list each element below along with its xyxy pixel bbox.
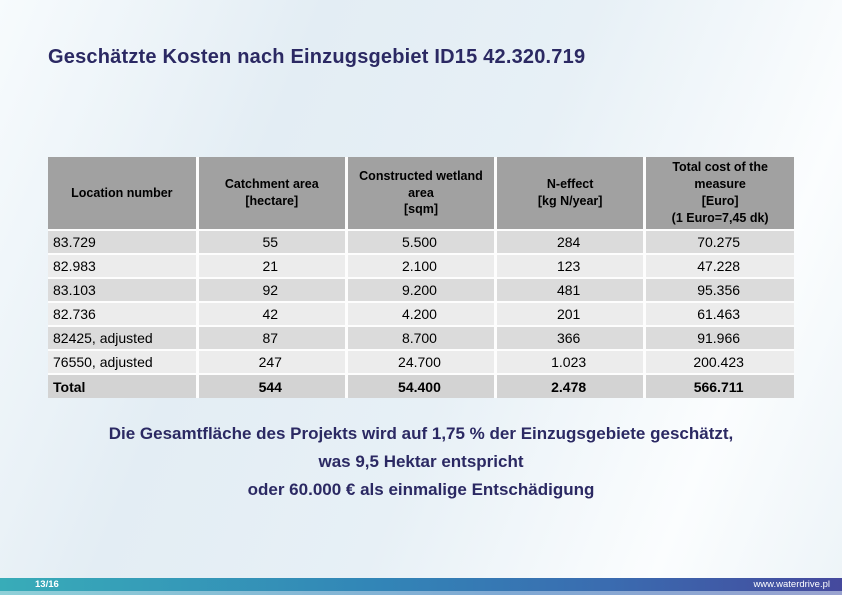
table-cell: 481	[495, 278, 647, 303]
table-cell: 54.400	[346, 374, 498, 398]
table-cell: 5.500	[346, 230, 498, 255]
table-cell: 247	[197, 350, 348, 375]
table-cell: 82425, adjusted	[48, 326, 199, 351]
table-cell: 9.200	[346, 278, 498, 303]
header-row: Location number Catchment area [hectare] C…	[48, 157, 794, 231]
table-cell: 92	[197, 278, 348, 303]
table-row: 76550, adjusted 247 24.700 1.023 200.423	[48, 350, 794, 375]
table-cell: 76550, adjusted	[48, 350, 199, 375]
table-cell: 47.228	[644, 254, 794, 279]
table-cell: 82.736	[48, 302, 199, 327]
table-cell: 123	[495, 254, 647, 279]
table-cell: 55	[197, 230, 348, 255]
table-cell: 2.478	[495, 374, 647, 398]
table-cell: 83.729	[48, 230, 199, 255]
column-header: Catchment area [hectare]	[197, 157, 348, 231]
table-cell: 42	[197, 302, 348, 327]
table-row: 82.983 21 2.100 123 47.228	[48, 254, 794, 279]
table-cell: 87	[197, 326, 348, 351]
table-cell: 24.700	[346, 350, 498, 375]
page-indicator: 13/16	[35, 579, 59, 590]
table-total-row: Total 544 54.400 2.478 566.711	[48, 374, 794, 398]
table-cell: 83.103	[48, 278, 199, 303]
table-cell: 200.423	[644, 350, 794, 375]
cost-table-header: Location number Catchment area [hectare] C…	[48, 157, 794, 231]
table-cell: 1.023	[495, 350, 647, 375]
summary-notes: Die Gesamtfläche des Projekts wird auf 1…	[0, 420, 842, 504]
column-header: Constructed wetland area [sqm]	[346, 157, 498, 231]
table-row: 82425, adjusted 87 8.700 366 91.966	[48, 326, 794, 351]
slide-title: Geschätzte Kosten nach Einzugsgebiet ID1…	[48, 46, 586, 68]
table-cell: 61.463	[644, 302, 794, 327]
footer-bar: 13/16 www.waterdrive.pl	[0, 578, 842, 591]
column-header: N-effect [kg N/year]	[495, 157, 647, 231]
table-cell: 366	[495, 326, 647, 351]
table-cell: 21	[197, 254, 348, 279]
cost-table-body: 83.729 55 5.500 284 70.275 82.983 21 2.100 123 47…	[48, 230, 794, 398]
summary-line-1: Die Gesamtfläche des Projekts wird auf 1…	[108, 424, 734, 443]
table-cell: 544	[197, 374, 348, 398]
table-cell: 91.966	[644, 326, 794, 351]
table-cell: 70.275	[644, 230, 794, 255]
summary-line-3: oder 60.000 € als einmalige Entschädigun…	[247, 480, 595, 499]
table-cell: 201	[495, 302, 647, 327]
column-header: Location number	[48, 157, 199, 231]
table-row: 82.736 42 4.200 201 61.463	[48, 302, 794, 327]
column-header: Total cost of the measure [Euro] (1 Euro…	[644, 157, 794, 231]
footer-accent-strip	[0, 591, 842, 595]
table-cell: 95.356	[644, 278, 794, 303]
summary-line-2: was 9,5 Hektar entspricht	[318, 452, 524, 471]
table-cell: 2.100	[346, 254, 498, 279]
table-cell: 8.700	[346, 326, 498, 351]
cost-table: Location number Catchment area [hectare] C…	[48, 157, 794, 398]
table-cell: Total	[48, 374, 199, 398]
table-cell: 82.983	[48, 254, 199, 279]
table-row: 83.103 92 9.200 481 95.356	[48, 278, 794, 303]
table-cell: 4.200	[346, 302, 498, 327]
table-cell: 284	[495, 230, 647, 255]
website-link[interactable]: www.waterdrive.pl	[753, 579, 830, 590]
table-row: 83.729 55 5.500 284 70.275	[48, 230, 794, 255]
table-cell: 566.711	[644, 374, 794, 398]
